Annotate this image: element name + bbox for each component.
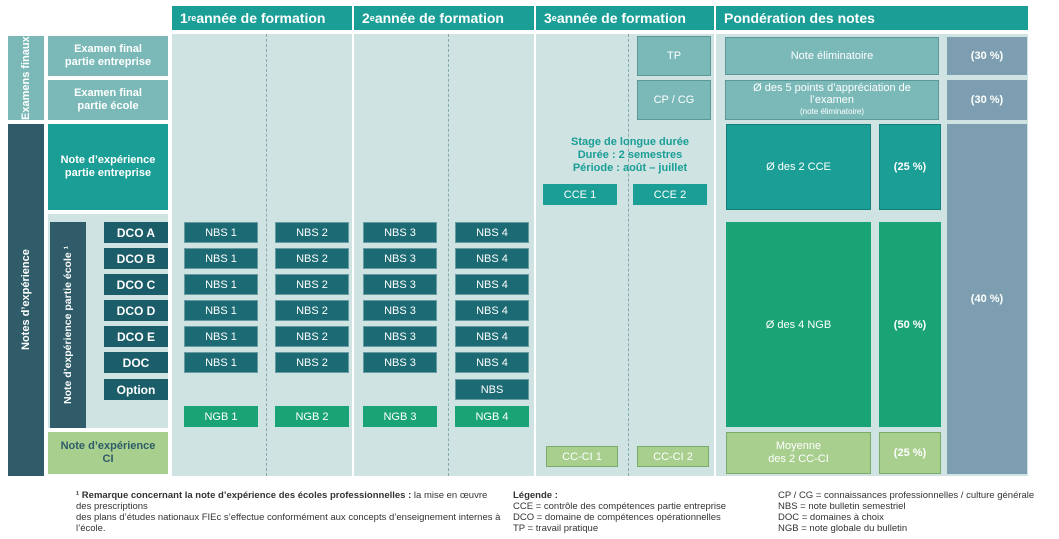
footnote-text1: la mise en œuvre des prescriptions: [76, 490, 488, 512]
semester-divider-3: [628, 34, 629, 476]
footnote-bold: ¹ Remarque concernant la note d’expérien…: [76, 490, 412, 501]
side-label-experience: Notes d’expérience: [8, 124, 44, 476]
ccci-cell: CC-CI 1: [546, 446, 618, 467]
header-year1: 1 re année de formation: [172, 6, 352, 30]
row-label-exp-ci: Note d’expérience CI: [48, 432, 168, 474]
tp-box: TP: [637, 36, 711, 76]
nbs-cell: NBS 3: [363, 352, 437, 373]
nbs-cell: NBS 1: [184, 326, 258, 347]
weight-avg-ci: Moyenne des 2 CC-CI: [726, 432, 871, 474]
legend-item: DCO = domaine de compétences opérationne…: [513, 512, 721, 523]
nbs-cell: NBS 2: [275, 326, 349, 347]
ngb-cell: NGB 1: [184, 406, 258, 427]
dco-label: DCO D: [104, 300, 168, 321]
weight-pct-ci: (25 %): [879, 432, 941, 474]
legend-col1: Légende : CCE = contrôle des compétences…: [513, 490, 768, 534]
nbs-cell: NBS 1: [184, 352, 258, 373]
legend-item: TP = travail pratique: [513, 523, 599, 534]
footnote-text2: des plans d’études nationaux FIEc s’effe…: [76, 512, 501, 534]
weight-avg-ngb: Ø des 4 NGB: [726, 222, 871, 427]
weight-avg-exam-sub: (note éliminatoire): [799, 107, 865, 116]
option-label: Option: [104, 379, 168, 400]
nbs-cell: NBS 1: [184, 248, 258, 269]
nbs-cell: NBS 4: [455, 352, 529, 373]
ngb-cell: NGB 2: [275, 406, 349, 427]
weight-pct-exam-school: (30 %): [947, 80, 1027, 120]
nbs-cell: NBS 2: [275, 222, 349, 243]
nbs-cell: NBS 2: [275, 274, 349, 295]
dco-label: DCO C: [104, 274, 168, 295]
nbs-cell: NBS 3: [363, 248, 437, 269]
cce-cell: CCE 1: [543, 184, 617, 205]
nbs-cell: NBS 4: [455, 222, 529, 243]
weight-avg-exam: Ø des 5 points d’appréciation de l’exame…: [725, 80, 939, 120]
nbs-cell: NBS 1: [184, 274, 258, 295]
legend-item: NGB = note globale du bulletin: [778, 523, 908, 534]
ngb-cell: NGB 4: [455, 406, 529, 427]
footnote: ¹ Remarque concernant la note d’expérien…: [76, 490, 502, 534]
nbs-cell: NBS 4: [455, 248, 529, 269]
nbs-cell: NBS 4: [455, 300, 529, 321]
nbs-cell: NBS 1: [184, 300, 258, 321]
dco-label: DCO E: [104, 326, 168, 347]
header-weighting: Pondération des notes: [716, 6, 1028, 30]
legend-item: CP / CG = connaissances professionnelles…: [778, 490, 1035, 501]
nbs-option-cell: NBS: [455, 379, 529, 400]
cce-cell: CCE 2: [633, 184, 707, 205]
legend-item: DOC = domaines à choix: [778, 512, 884, 523]
row-label-exam-company: Examen final partie entreprise: [48, 36, 168, 76]
ngb-cell: NGB 3: [363, 406, 437, 427]
nbs-cell: NBS 2: [275, 300, 349, 321]
side-label-exams: Examens finaux: [8, 36, 44, 120]
nbs-cell: NBS 3: [363, 222, 437, 243]
dco-label: DCO A: [104, 222, 168, 243]
nbs-cell: NBS 2: [275, 352, 349, 373]
weight-avg-cce: Ø des 2 CCE: [726, 124, 871, 210]
nbs-cell: NBS 3: [363, 300, 437, 321]
stage-info: Stage de longue durée Durée : 2 semestre…: [571, 136, 689, 174]
nbs-cell: NBS 3: [363, 326, 437, 347]
weight-note-elim: Note éliminatoire: [725, 37, 939, 75]
weight-avg-ci-l1: Moyenne: [775, 440, 822, 452]
weight-pct-exam-company: (30 %): [947, 37, 1027, 75]
nbs-cell: NBS 4: [455, 274, 529, 295]
row-label-exp-company: Note d’expérience partie entreprise: [48, 124, 168, 210]
legend-col2: CP / CG = connaissances professionnelles…: [778, 490, 1058, 534]
legend-title: Légende :: [513, 490, 558, 501]
row-label-exam-school: Examen final partie école: [48, 80, 168, 120]
cpcg-box: CP / CG: [637, 80, 711, 120]
weight-pct-cce: (25 %): [879, 124, 941, 210]
nbs-cell: NBS 1: [184, 222, 258, 243]
ccci-cell: CC-CI 2: [637, 446, 709, 467]
weight-pct-experience: (40 %): [947, 124, 1027, 474]
nbs-cell: NBS 3: [363, 274, 437, 295]
semester-divider-1: [266, 34, 267, 476]
legend-item: CCE = contrôle des compétences partie en…: [513, 501, 727, 512]
weight-avg-exam-text: Ø des 5 points d’appréciation de l’exame…: [753, 82, 911, 106]
side-label-school-experience: Note d’expérience partie école ¹: [50, 222, 86, 428]
dco-label: DOC: [104, 352, 168, 373]
weight-avg-ci-l2: des 2 CC-CI: [768, 453, 829, 465]
dco-label: DCO B: [104, 248, 168, 269]
weight-pct-ngb: (50 %): [879, 222, 941, 427]
semester-divider-2: [448, 34, 449, 476]
legend-item: NBS = note bulletin semestriel: [778, 501, 906, 512]
nbs-cell: NBS 4: [455, 326, 529, 347]
nbs-cell: NBS 2: [275, 248, 349, 269]
